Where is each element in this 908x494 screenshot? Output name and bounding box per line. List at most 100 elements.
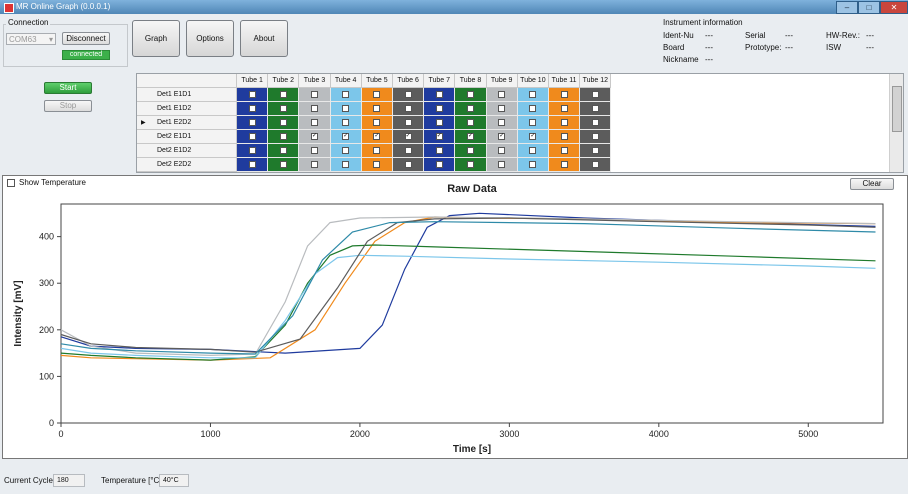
grid-vertical-scrollbar[interactable] (889, 74, 903, 172)
tube-checkbox[interactable] (466, 91, 474, 98)
tube-checkbox[interactable] (373, 105, 381, 112)
tube-checkbox[interactable]: ✓ (466, 133, 474, 140)
column-header-tube-1[interactable]: Tube 1 (237, 74, 269, 88)
tube-checkbox[interactable] (373, 147, 381, 154)
grid-row-header[interactable]: Det1 E1D2 (137, 102, 237, 116)
tube-checkbox[interactable] (529, 105, 537, 112)
tube-checkbox[interactable] (435, 91, 443, 98)
tube-checkbox[interactable]: ✓ (342, 133, 350, 140)
tube-checkbox[interactable] (529, 119, 537, 126)
tube-checkbox[interactable] (466, 119, 474, 126)
disconnect-button[interactable]: Disconnect (62, 32, 110, 45)
tube-checkbox[interactable] (560, 147, 568, 154)
tube-checkbox[interactable] (498, 161, 506, 168)
tube-checkbox[interactable] (310, 147, 318, 154)
column-header-tube-8[interactable]: Tube 8 (455, 74, 487, 88)
tube-checkbox[interactable] (373, 91, 381, 98)
tube-checkbox[interactable] (591, 91, 599, 98)
tube-checkbox[interactable] (591, 105, 599, 112)
tube-checkbox[interactable] (279, 147, 287, 154)
column-header-tube-3[interactable]: Tube 3 (299, 74, 331, 88)
tube-checkbox[interactable] (248, 147, 256, 154)
tube-checkbox[interactable] (404, 161, 412, 168)
tube-checkbox[interactable] (466, 105, 474, 112)
tube-checkbox[interactable] (498, 147, 506, 154)
tube-checkbox[interactable] (373, 119, 381, 126)
tube-checkbox[interactable] (342, 91, 350, 98)
maximize-button[interactable]: □ (858, 1, 880, 14)
grid-row-header[interactable]: Det2 E1D1 (137, 130, 237, 144)
tube-checkbox[interactable] (435, 161, 443, 168)
grid-row-header[interactable]: Det1 E1D1 (137, 88, 237, 102)
tube-checkbox[interactable] (404, 147, 412, 154)
tube-checkbox[interactable] (248, 91, 256, 98)
tube-checkbox[interactable] (279, 161, 287, 168)
grid-row-header[interactable]: Det2 E2D2 (137, 158, 237, 172)
column-header-tube-9[interactable]: Tube 9 (486, 74, 518, 88)
tube-checkbox[interactable] (342, 119, 350, 126)
tube-checkbox[interactable] (248, 119, 256, 126)
tube-checkbox[interactable] (279, 91, 287, 98)
tube-checkbox[interactable] (404, 105, 412, 112)
column-header-tube-5[interactable]: Tube 5 (361, 74, 393, 88)
minimize-button[interactable]: – (836, 1, 858, 14)
tube-checkbox[interactable] (310, 161, 318, 168)
tube-checkbox[interactable] (373, 161, 381, 168)
tube-checkbox[interactable] (498, 119, 506, 126)
column-header-tube-6[interactable]: Tube 6 (393, 74, 425, 88)
grid-row-header[interactable]: Det1 E2D2 ▶ (137, 116, 237, 130)
tube-checkbox[interactable] (435, 147, 443, 154)
start-button[interactable]: Start (44, 82, 92, 94)
tube-checkbox[interactable] (310, 105, 318, 112)
tube-checkbox[interactable] (529, 147, 537, 154)
grid-row-header[interactable]: Det2 E1D2 (137, 144, 237, 158)
about-button[interactable]: About (240, 20, 288, 57)
tube-checkbox[interactable] (279, 133, 287, 140)
tube-checkbox[interactable]: ✓ (529, 133, 537, 140)
tube-checkbox[interactable] (342, 161, 350, 168)
tube-checkbox[interactable] (498, 91, 506, 98)
tube-checkbox[interactable] (435, 105, 443, 112)
tube-checkbox[interactable]: ✓ (373, 133, 381, 140)
options-button[interactable]: Options (186, 20, 234, 57)
tube-checkbox[interactable]: ✓ (498, 133, 506, 140)
column-header-tube-12[interactable]: Tube 12 (580, 74, 612, 88)
tube-checkbox[interactable] (498, 105, 506, 112)
column-header-tube-10[interactable]: Tube 10 (517, 74, 549, 88)
port-select[interactable]: COM63 ▾ (6, 33, 56, 45)
tube-checkbox[interactable] (435, 119, 443, 126)
tube-checkbox[interactable] (248, 105, 256, 112)
column-header-tube-7[interactable]: Tube 7 (424, 74, 456, 88)
tube-checkbox[interactable] (342, 105, 350, 112)
tube-checkbox[interactable] (591, 147, 599, 154)
tube-checkbox[interactable] (529, 91, 537, 98)
close-button[interactable]: ✕ (880, 1, 908, 14)
tube-checkbox[interactable] (342, 147, 350, 154)
tube-checkbox[interactable] (560, 161, 568, 168)
tube-checkbox[interactable]: ✓ (435, 133, 443, 140)
clear-button[interactable]: Clear (850, 178, 894, 190)
tube-checkbox[interactable] (248, 133, 256, 140)
tube-checkbox[interactable] (529, 161, 537, 168)
tube-checkbox[interactable] (560, 105, 568, 112)
tube-checkbox[interactable] (466, 147, 474, 154)
tube-checkbox[interactable]: ✓ (310, 133, 318, 140)
graph-button[interactable]: Graph (132, 20, 180, 57)
tube-checkbox[interactable] (279, 119, 287, 126)
show-temperature-checkbox[interactable] (7, 179, 15, 187)
tube-checkbox[interactable] (248, 161, 256, 168)
tube-checkbox[interactable] (560, 91, 568, 98)
tube-checkbox[interactable] (591, 119, 599, 126)
column-header-tube-2[interactable]: Tube 2 (268, 74, 300, 88)
tube-checkbox[interactable]: ✓ (404, 133, 412, 140)
tube-checkbox[interactable] (279, 105, 287, 112)
tube-checkbox[interactable] (591, 161, 599, 168)
tube-checkbox[interactable] (591, 133, 599, 140)
stop-button[interactable]: Stop (44, 100, 92, 112)
tube-detector-grid[interactable]: Tube 1 Tube 2 Tube 3 Tube 4 Tube 5 Tube 6 Tube… (136, 73, 904, 173)
tube-checkbox[interactable] (560, 119, 568, 126)
tube-checkbox[interactable] (310, 119, 318, 126)
tube-checkbox[interactable] (310, 91, 318, 98)
tube-checkbox[interactable] (560, 133, 568, 140)
grid-scroll-thumb[interactable] (892, 86, 902, 132)
